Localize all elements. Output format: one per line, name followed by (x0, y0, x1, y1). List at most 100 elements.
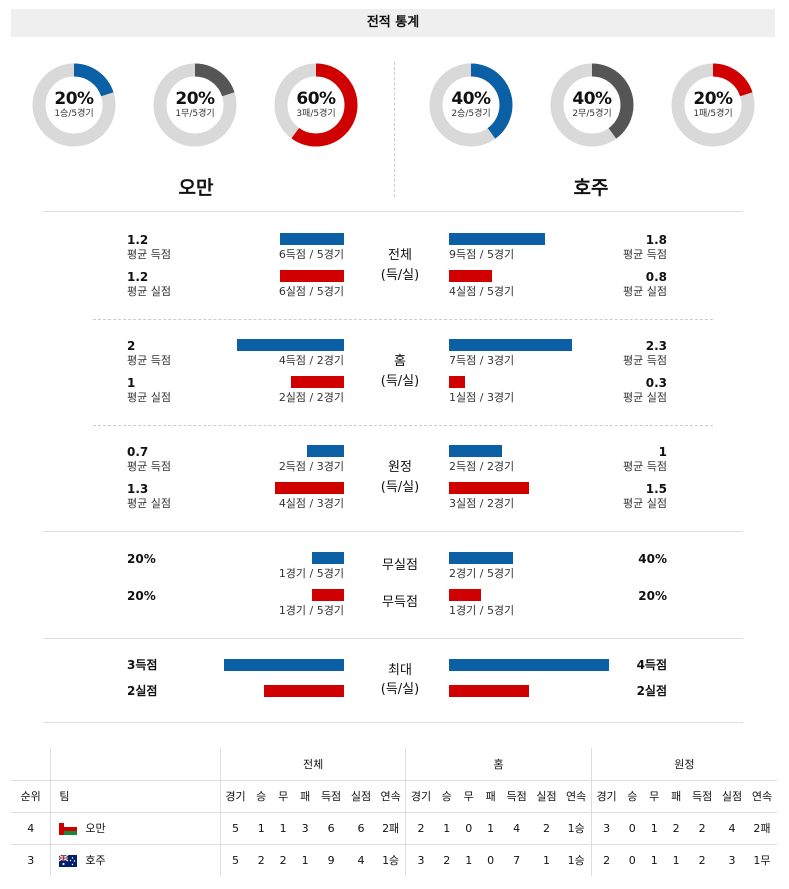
stat-cell: 6 (346, 811, 376, 844)
blank-cell (11, 748, 51, 780)
stat-cell: 4 (346, 843, 376, 876)
stat-cell: 2패 (375, 811, 406, 844)
oman-max-conceded: 2실점 (127, 684, 158, 698)
col-loss: 패 (479, 779, 502, 812)
donut-segment (274, 63, 358, 147)
aus-avg-score: 1 (658, 445, 667, 459)
max-sublabel: (득/실) (380, 682, 420, 697)
table-row: 4 오만 5 1 1 3 6 6 2패 2 1 0 1 4 2 1승 3 0 1 2 2 4 2패 (11, 811, 777, 844)
col-streak: 연속 (561, 779, 592, 812)
stat-cell: 1무 (746, 843, 777, 876)
oman-avg-score: 1.2 (127, 233, 149, 247)
total-label: 전체 (388, 248, 412, 263)
stat-cell: 1승 (561, 811, 592, 844)
donut-ring (550, 63, 634, 147)
avg-conceded-label: 평균 실점 (127, 391, 171, 404)
donut-ring (671, 63, 755, 147)
donut-percent: 20% (54, 89, 94, 109)
donut-percent: 20% (693, 89, 733, 109)
donut-caption: 1무/5경기 (175, 109, 215, 119)
away-sublabel: (득/실) (380, 480, 420, 495)
aus-clean-sheet-bar (449, 552, 513, 564)
stat-cell: 1승 (561, 843, 592, 876)
avg-conceded-label: 평균 실점 (127, 285, 171, 298)
aus-score-bar (449, 233, 545, 245)
oman-clean-sheet-pct: 20% (127, 552, 156, 566)
stat-cell: 2 (687, 811, 718, 844)
aus-avg-score: 2.3 (645, 339, 667, 353)
aus-failed-to-score-pct: 20% (638, 589, 667, 603)
home-sublabel: (득/실) (380, 374, 420, 389)
oman-score-bar-label: 2득점 / 3경기 (278, 460, 344, 473)
stat-cell: 7 (501, 843, 532, 876)
stat-cell: 1 (294, 843, 317, 876)
col-ga: 실점 (717, 779, 747, 812)
stat-cell: 9 (316, 843, 347, 876)
oman-max-score-bar (224, 659, 344, 671)
donut-segment (429, 63, 513, 147)
donut-percent: 40% (451, 89, 491, 109)
col-ga: 실점 (346, 779, 376, 812)
aus-avg-conceded: 0.3 (645, 376, 667, 390)
stat-cell: 0 (457, 811, 480, 844)
section-header: 전적 통계 (11, 9, 775, 37)
donut-segment (550, 63, 634, 147)
australia-flag-icon (59, 854, 78, 868)
col-draw: 무 (643, 779, 666, 812)
avg-score-label: 평균 득점 (127, 354, 171, 367)
avg-score-label: 평균 득점 (623, 460, 667, 473)
aus-avg-conceded: 1.5 (645, 482, 667, 496)
team-cell[interactable]: 오만 (50, 811, 221, 844)
aus-clean-sheet-pct: 40% (638, 552, 667, 566)
aus-conceded-bar (449, 482, 529, 494)
oman-avg-conceded: 1.2 (127, 270, 149, 284)
aus-conceded-bar (449, 376, 465, 388)
oman-avg-score: 2 (127, 339, 136, 353)
divider (43, 211, 743, 212)
stat-cell: 3 (590, 811, 622, 844)
aus-draw-donut: 40% 2무/5경기 (550, 63, 634, 147)
col-gf: 득점 (687, 779, 718, 812)
clean-sheet-label: 무실점 (382, 558, 418, 573)
divider (43, 638, 743, 639)
col-gf: 득점 (501, 779, 532, 812)
aus-conceded-bar-label: 4실점 / 5경기 (449, 285, 515, 298)
avg-score-label: 평균 득점 (623, 248, 667, 261)
aus-loss-donut: 20% 1패/5경기 (671, 63, 755, 147)
oman-flag-icon (59, 823, 78, 835)
divider (93, 319, 713, 320)
oman-score-bar (280, 233, 344, 245)
divider (43, 531, 743, 532)
stat-cell: 2 (531, 811, 562, 844)
donut-percent: 60% (296, 89, 336, 109)
donut-caption: 2무/5경기 (572, 109, 612, 119)
oman-clean-sheet-bar-label: 1경기 / 5경기 (278, 567, 344, 580)
col-streak: 연속 (375, 779, 406, 812)
stat-cell: 0 (621, 811, 644, 844)
col-win: 승 (250, 779, 273, 812)
stat-cell: 0 (621, 843, 644, 876)
aus-clean-sheet-bar-label: 2경기 / 5경기 (449, 567, 515, 580)
aus-max-conceded: 2실점 (636, 684, 667, 698)
stat-cell: 2 (590, 843, 622, 876)
col-games: 경기 (590, 779, 622, 812)
stat-cell: 4 (501, 811, 532, 844)
group-home: 홈 (405, 748, 592, 780)
divider (43, 722, 743, 723)
team-cell[interactable]: 호주 (50, 843, 221, 876)
stat-cell: 1 (457, 843, 480, 876)
stat-cell: 2 (250, 843, 273, 876)
col-games: 경기 (219, 779, 251, 812)
stat-cell: 2 (435, 843, 458, 876)
table-group-header: 전체 홈 원정 (11, 748, 777, 780)
stat-cell: 3 (717, 843, 747, 876)
oman-conceded-bar (280, 270, 344, 282)
avg-conceded-label: 평균 실점 (623, 497, 667, 510)
oman-avg-conceded: 1.3 (127, 482, 149, 496)
stat-cell: 1승 (375, 843, 406, 876)
avg-conceded-label: 평균 실점 (623, 285, 667, 298)
oman-failed-to-score-bar-label: 1경기 / 5경기 (278, 604, 344, 617)
group-away: 원정 (590, 748, 777, 780)
donut-segment (153, 63, 237, 147)
aus-score-bar (449, 445, 502, 457)
